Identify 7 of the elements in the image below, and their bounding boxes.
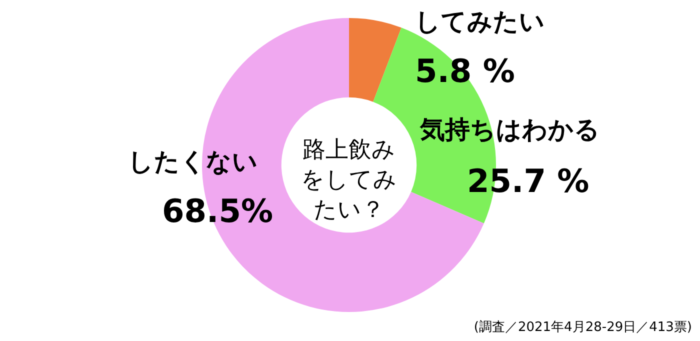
text: 路上飲みをしてみたい？ xyxy=(300,136,398,225)
data-label: 68.5% xyxy=(162,192,274,230)
text: (調査／2021年4月28-29日／413票) xyxy=(474,319,692,336)
slice-label: 気持ちはわかる xyxy=(420,114,600,146)
donut-slice xyxy=(349,18,402,102)
slice-label: したくない xyxy=(128,146,258,178)
slice-label: してみたい xyxy=(415,6,545,38)
